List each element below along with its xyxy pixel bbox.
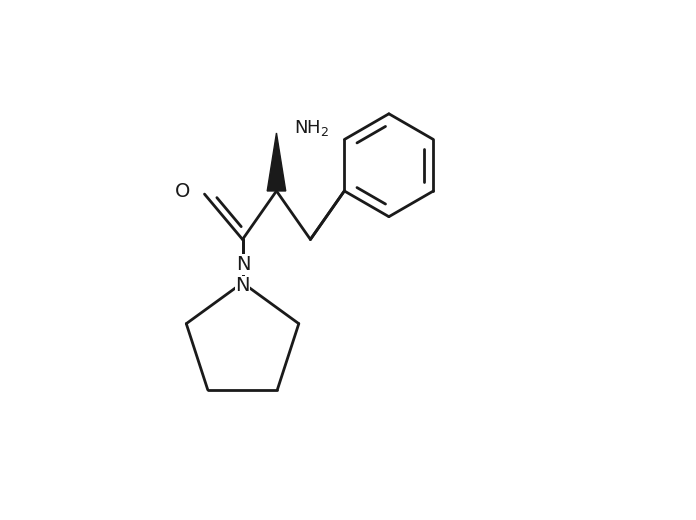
Text: NH$_2$: NH$_2$ (294, 118, 330, 138)
Text: O: O (175, 182, 190, 201)
Text: N: N (237, 254, 251, 274)
Text: N: N (235, 276, 250, 295)
Polygon shape (267, 133, 286, 191)
